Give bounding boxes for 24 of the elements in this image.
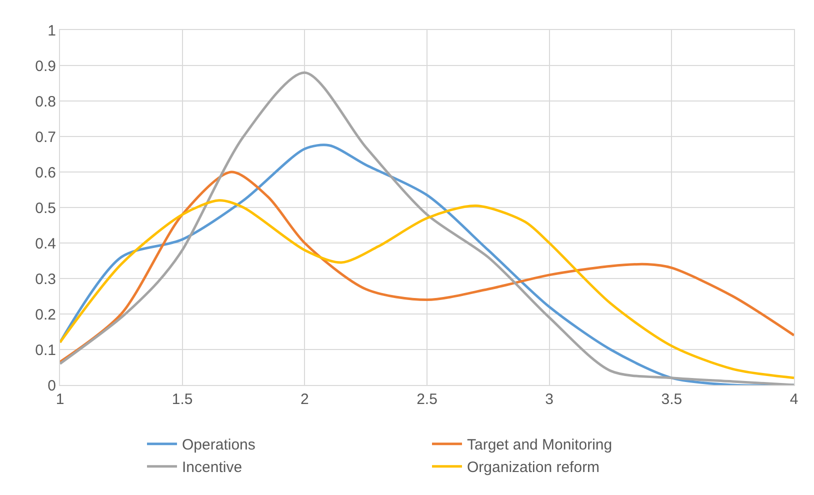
legend-label: Target and Monitoring xyxy=(467,436,612,454)
y-tick-label: 0.1 xyxy=(35,342,56,359)
y-tick-label: 0.6 xyxy=(35,164,56,182)
y-tick-label: 0 xyxy=(48,377,56,394)
line-series xyxy=(60,199,794,380)
legend-label: Operations xyxy=(182,436,256,454)
y-tick-label: 0.7 xyxy=(35,128,56,146)
y-tick-label: 0.3 xyxy=(35,270,56,288)
y-tick-label: 0.2 xyxy=(35,306,56,324)
legend-label: Incentive xyxy=(182,459,242,476)
line-series xyxy=(60,170,794,364)
x-tick-label: 3 xyxy=(545,391,554,408)
x-tick-label: 2.5 xyxy=(416,391,438,408)
y-tick-label: 0.5 xyxy=(35,200,56,217)
y-tick-label: 0.4 xyxy=(35,235,56,252)
x-tick-label: 4 xyxy=(790,391,798,408)
x-tick-label: 1.5 xyxy=(172,391,193,408)
x-tick-label: 2 xyxy=(300,391,309,408)
legend-label: Organization reform xyxy=(467,459,600,476)
x-tick-label: 3.5 xyxy=(661,391,682,408)
y-tick-label: 0.9 xyxy=(35,58,56,75)
y-tick-label: 1 xyxy=(48,22,56,40)
y-tick-label: 0.8 xyxy=(35,93,56,110)
line-series xyxy=(60,71,794,385)
